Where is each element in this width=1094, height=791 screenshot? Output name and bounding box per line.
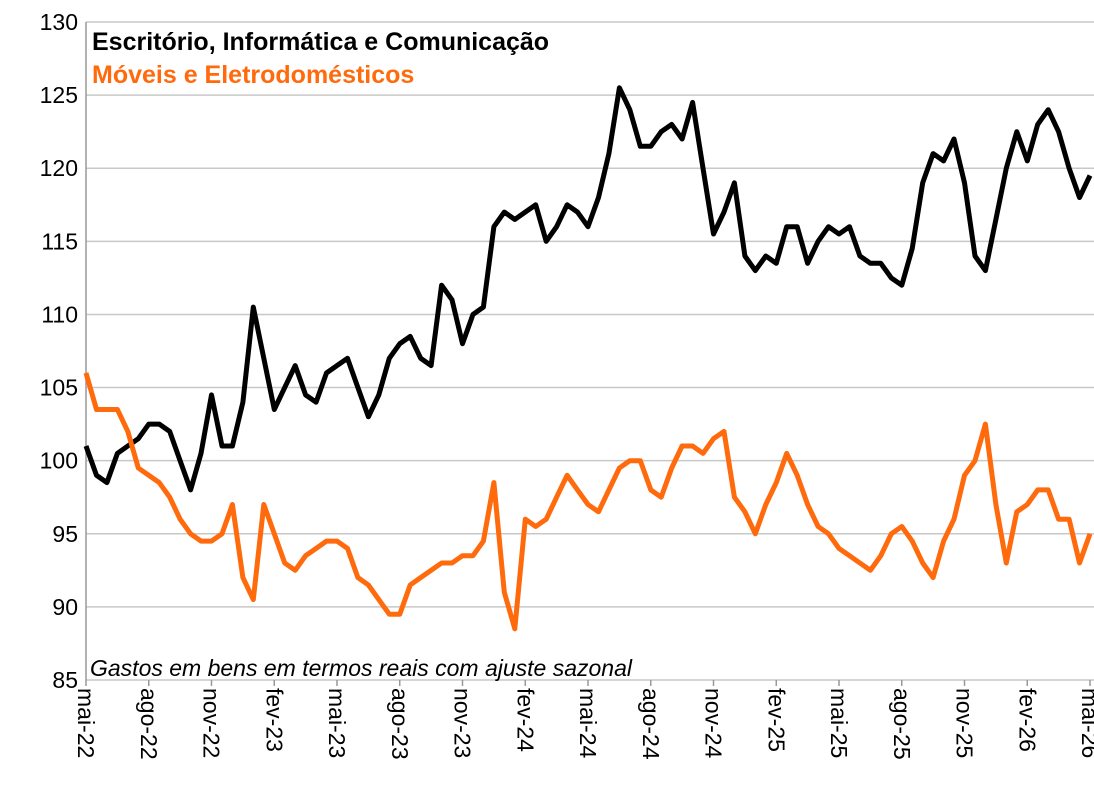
y-tick-label: 130 [40,9,78,35]
y-tick-label: 85 [52,667,78,693]
x-tick-label: fev-25 [763,688,789,752]
x-tick-label: ago-24 [638,688,664,760]
y-tick-label: 115 [41,228,78,254]
series-line [83,85,1093,493]
x-tick-label: mai-24 [575,688,601,759]
x-tick-label: mai-23 [324,688,350,758]
y-tick-label: 100 [40,448,78,474]
x-tick-label: mai-26 [1077,688,1094,758]
x-tick-label: ago-22 [136,688,162,760]
y-tick-label: 95 [52,521,78,547]
legend-entry: Móveis e Eletrodomésticos [92,61,414,89]
x-tick-label: nov-25 [952,688,978,758]
x-tick-label: mai-25 [826,688,852,758]
annotation: Gastos em bens em termos reais com ajust… [90,655,633,681]
y-tick-label: 105 [40,375,78,401]
y-tick-label: 125 [40,82,78,108]
x-tick-label: nov-24 [701,688,727,759]
x-tick-label: nov-22 [199,688,225,758]
legend-entry: Escritório, Informática e Comunicação [92,28,549,56]
y-tick-label: 90 [52,594,78,620]
x-tick-label: fev-24 [512,688,538,752]
x-tick-label: ago-25 [889,688,915,760]
x-tick-label: fev-26 [1014,688,1040,752]
x-tick-label: mai-22 [73,688,99,758]
x-tick-label: nov-23 [450,688,476,758]
y-tick-label: 120 [40,155,78,181]
x-tick-label: fev-23 [261,688,287,752]
series-line [83,372,1093,632]
y-tick-label: 110 [41,301,78,327]
x-tick-label: ago-23 [387,688,413,760]
